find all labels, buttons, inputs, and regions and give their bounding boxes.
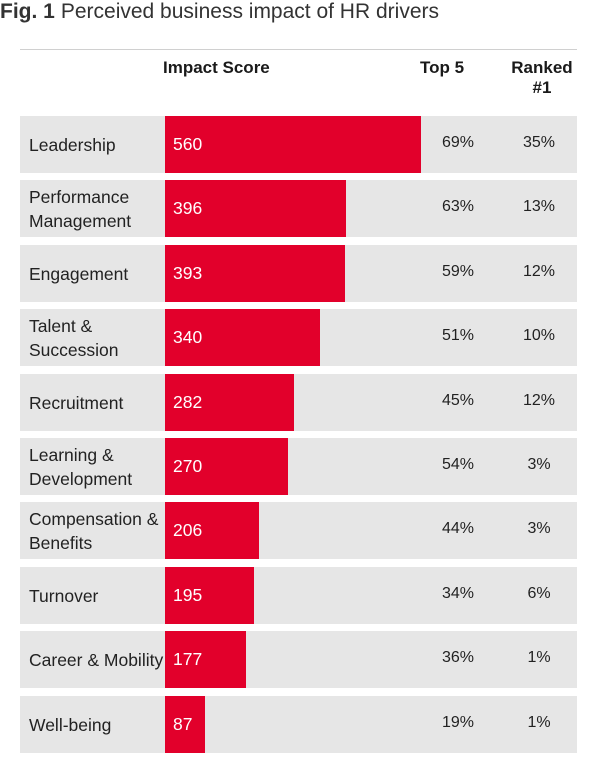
impact-bar <box>165 245 345 302</box>
impact-value: 560 <box>173 134 203 154</box>
impact-bar <box>165 502 259 559</box>
table-row: Compensation & Benefits 206 44% 3% <box>20 502 577 559</box>
top5-value: 69% <box>441 134 475 151</box>
top5-value: 59% <box>441 263 475 280</box>
table-row: Turnover 195 34% 6% <box>20 567 577 624</box>
ranked1-value: 3% <box>527 520 551 537</box>
table-row: Performance Management 396 63% 13% <box>20 180 577 237</box>
category-label: Performance Management <box>29 186 132 231</box>
top5-value: 63% <box>441 198 475 215</box>
top5-value: 34% <box>441 585 475 602</box>
figure-title: Fig. 1 Perceived business impact of HR dr… <box>0 0 600 30</box>
category-label: Leadership <box>29 134 116 155</box>
column-header-top5: Top 5 <box>420 58 465 77</box>
column-header-impact-score: Impact Score <box>163 58 270 77</box>
ranked1-value: 10% <box>522 327 556 344</box>
top5-value: 44% <box>441 520 475 537</box>
ranked1-value: 1% <box>527 649 551 666</box>
table-row: Learning & Development 270 54% 3% <box>20 438 577 495</box>
category-label: Engagement <box>29 263 129 284</box>
category-label: Compensation & Benefits <box>29 508 159 553</box>
column-header-ranked-1: Ranked #1 <box>497 58 587 98</box>
impact-bar <box>165 309 320 366</box>
table-row: Recruitment 282 45% 12% <box>20 374 577 431</box>
ranked1-value: 35% <box>522 134 556 151</box>
category-label: Talent & Succession <box>29 315 119 360</box>
top5-value: 19% <box>441 714 475 731</box>
table-row: Well-being 87 19% 1% <box>20 696 577 753</box>
impact-value: 177 <box>173 649 203 669</box>
impact-value: 282 <box>173 392 203 412</box>
category-label: Learning & Development <box>29 444 133 489</box>
ranked1-value: 1% <box>527 714 551 731</box>
impact-bar <box>165 631 246 688</box>
category-label: Recruitment <box>29 392 124 413</box>
ranked1-value: 13% <box>522 198 556 215</box>
category-label: Turnover <box>29 585 99 606</box>
table-row: Career & Mobility 177 36% 1% <box>20 631 577 688</box>
table-row: Leadership 560 69% 35% <box>20 116 577 173</box>
impact-bar <box>165 116 421 173</box>
figure-number: Fig. 1 <box>0 0 55 23</box>
category-label: Well-being <box>29 714 112 735</box>
ranked1-value: 3% <box>527 456 551 473</box>
table-row: Talent & Succession 340 51% 10% <box>20 309 577 366</box>
impact-value: 87 <box>173 714 193 734</box>
ranked1-value: 12% <box>522 263 556 280</box>
column-header-ranked-line1: Ranked <box>511 58 573 77</box>
column-header-ranked-line2: #1 <box>532 78 552 97</box>
impact-value: 195 <box>173 585 203 605</box>
top5-value: 45% <box>441 392 475 409</box>
top5-value: 51% <box>441 327 475 344</box>
impact-value: 340 <box>173 327 203 347</box>
impact-bar <box>165 567 254 624</box>
impact-bar <box>165 438 288 495</box>
ranked1-value: 6% <box>527 585 551 602</box>
ranked1-value: 12% <box>522 392 556 409</box>
impact-bar <box>165 374 294 431</box>
header-divider <box>20 49 577 50</box>
category-label: Career & Mobility <box>29 649 164 670</box>
impact-bar <box>165 180 346 237</box>
top5-value: 36% <box>441 649 475 666</box>
top5-value: 54% <box>441 456 475 473</box>
impact-value: 270 <box>173 456 203 476</box>
impact-value: 206 <box>173 520 203 540</box>
table-row: Engagement 393 59% 12% <box>20 245 577 302</box>
figure-title-text: Perceived business impact of HR drivers <box>60 0 439 23</box>
impact-value: 393 <box>173 263 203 283</box>
impact-value: 396 <box>173 198 203 218</box>
impact-bar <box>165 696 205 753</box>
